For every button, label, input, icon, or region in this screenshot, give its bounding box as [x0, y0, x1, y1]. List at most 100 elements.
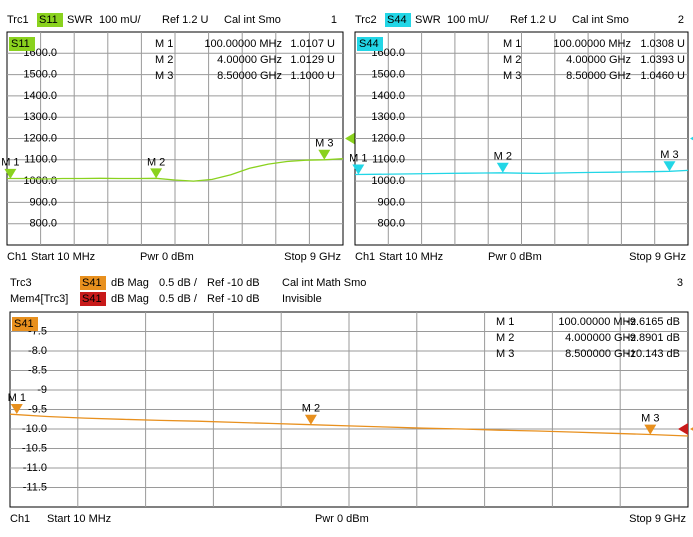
trace — [7, 158, 344, 182]
marker-label: M 3 — [660, 149, 678, 161]
footer-channel: Ch1 — [355, 251, 375, 263]
marker-table-name: M 2 — [503, 54, 521, 66]
scale: 100 mU/ — [447, 14, 490, 26]
trace-name: S11 — [39, 14, 58, 26]
ref-arrow — [690, 136, 693, 141]
trace-name-box — [80, 276, 106, 290]
plot-trace-box — [9, 37, 35, 51]
trace-name-box — [80, 292, 106, 306]
marker-table-name: M 1 — [496, 316, 514, 328]
marker-table-value: -9.8901 dB — [626, 332, 680, 344]
y-tick-label: -10.5 — [22, 442, 47, 454]
y-tick-label: 1000.0 — [23, 175, 57, 187]
footer-power: Pwr 0 dBm — [488, 251, 542, 263]
footer-stop: Stop 9 GHz — [629, 513, 686, 525]
footer-power: Pwr 0 dBm — [140, 251, 194, 263]
plot-trace-name: S41 — [14, 318, 34, 330]
y-tick-label: 1400.0 — [371, 90, 405, 102]
marker — [304, 414, 317, 425]
marker-table-freq: 8.50000 GHz — [566, 70, 631, 82]
marker-table-freq: 100.00000 MHz — [558, 316, 636, 328]
y-tick-label: 1500.0 — [23, 69, 57, 81]
y-tick-label: 1100.0 — [24, 154, 57, 166]
y-tick-label: 1500.0 — [371, 69, 405, 81]
marker-table-value: 1.1000 U — [290, 70, 335, 82]
marker-label: M 2 — [302, 403, 320, 415]
marker-label: M 2 — [494, 151, 512, 163]
plot-trace-box — [12, 317, 38, 331]
marker-table-freq: 4.00000 GHz — [566, 54, 631, 66]
plot-trace-name: S44 — [359, 38, 379, 50]
ref-arrow — [678, 423, 688, 435]
marker — [4, 168, 17, 179]
footer-start: Start 10 MHz — [379, 251, 443, 263]
marker-label: M 3 — [315, 138, 333, 150]
y-tick-label: 1200.0 — [23, 132, 57, 144]
marker-table-name: M 2 — [496, 332, 514, 344]
marker-table-freq: 100.00000 MHz — [553, 38, 631, 50]
trace-id: Trc1 — [7, 14, 29, 26]
marker-table-value: 1.0393 U — [640, 54, 685, 66]
y-tick-label: 1100.0 — [372, 154, 405, 166]
y-tick-label: 800.0 — [377, 218, 405, 230]
channel-number: 3 — [677, 277, 683, 289]
footer-stop: Stop 9 GHz — [284, 251, 341, 263]
marker-table-name: M 2 — [155, 54, 173, 66]
marker-table-name: M 3 — [155, 70, 173, 82]
marker-label: M 2 — [147, 156, 165, 168]
trace-id: Trc2 — [355, 14, 377, 26]
marker-table-freq: 4.00000 GHz — [217, 54, 282, 66]
trace-id: Mem4[Trc3] — [10, 293, 68, 305]
y-tick-label: -11.0 — [23, 462, 47, 474]
y-tick-label: -11.5 — [23, 481, 47, 493]
y-tick-label: 900.0 — [377, 196, 405, 208]
info: Invisible — [282, 293, 322, 305]
trace — [354, 169, 689, 176]
footer-stop: Stop 9 GHz — [629, 251, 686, 263]
marker-table-name: M 3 — [496, 348, 514, 360]
format: SWR — [67, 14, 93, 26]
scale: 0.5 dB / — [159, 277, 198, 289]
ref-level: Ref -10 dB — [207, 293, 260, 305]
footer-start: Start 10 MHz — [47, 513, 111, 525]
ref-arrow — [345, 132, 355, 145]
trace-name: S41 — [82, 293, 102, 305]
marker-table-value: 1.0107 U — [290, 38, 335, 50]
marker-table-value: 1.0460 U — [640, 70, 685, 82]
marker-label: M 3 — [641, 412, 659, 424]
marker-table-value: 1.0308 U — [640, 38, 685, 50]
info: Cal int Smo — [572, 14, 629, 26]
marker-label: M 1 — [8, 392, 26, 404]
format: dB Mag — [111, 277, 149, 289]
marker-table-freq: 8.500000 GHz — [565, 348, 636, 360]
trace-id: Trc3 — [10, 277, 32, 289]
marker — [663, 161, 676, 172]
footer-power: Pwr 0 dBm — [315, 513, 369, 525]
info: Cal int Math Smo — [282, 277, 366, 289]
marker-table-freq: 100.00000 MHz — [204, 38, 282, 50]
marker-table-value: 1.0129 U — [290, 54, 335, 66]
y-tick-label: -8.0 — [28, 345, 47, 357]
format: SWR — [415, 14, 441, 26]
marker-table-name: M 1 — [503, 38, 521, 50]
y-tick-label: 1400.0 — [23, 90, 57, 102]
trace-name-box — [37, 13, 63, 27]
y-tick-label: 1000.0 — [371, 175, 405, 187]
footer-channel: Ch1 — [7, 251, 27, 263]
trace-name-box — [385, 13, 411, 27]
marker-table-value: -10.143 dB — [626, 348, 680, 360]
y-tick-label: 1300.0 — [371, 111, 405, 123]
footer-channel: Ch1 — [10, 513, 30, 525]
marker-table-name: M 3 — [503, 70, 521, 82]
marker-label: M 1 — [1, 157, 19, 169]
y-tick-label: 900.0 — [29, 196, 57, 208]
y-tick-label: 800.0 — [29, 218, 57, 230]
y-tick-label: -8.5 — [28, 364, 47, 376]
format: dB Mag — [111, 293, 149, 305]
ref-arrow — [690, 427, 693, 431]
marker-label: M 1 — [349, 152, 367, 164]
footer-start: Start 10 MHz — [31, 251, 95, 263]
y-tick-label: -9.5 — [28, 403, 47, 415]
